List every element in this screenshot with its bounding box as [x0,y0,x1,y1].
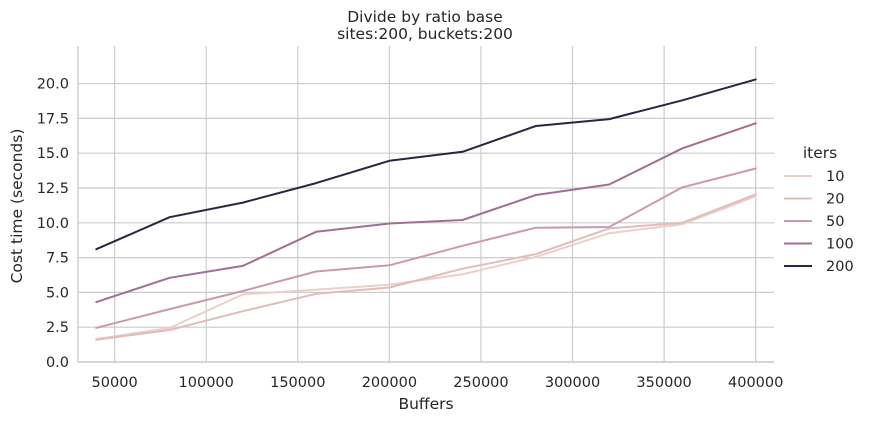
series-line-50 [95,167,757,329]
axis-spines [77,46,774,363]
x-tick-label: 350000 [636,375,691,391]
y-tick-label: 0.0 [46,355,69,371]
x-tick-label: 250000 [453,375,508,391]
x-tick-label: 200000 [362,375,417,391]
y-tick-label: 15.0 [37,146,69,162]
legend: iters 10 20 50 100 200 [784,144,854,275]
y-tick-label: 17.5 [37,111,69,127]
gridlines [78,46,774,363]
series-lines [95,78,757,341]
legend-label-200: 200 [826,259,854,275]
series-line-100 [95,122,757,304]
x-tick-label: 300000 [545,375,600,391]
y-tick-label: 10.0 [37,216,69,232]
y-tick-label: 7.5 [46,251,69,267]
series-line-200 [95,78,757,251]
x-tick-labels: 50000 100000 150000 200000 250000 300000 35000… [92,375,784,391]
legend-title: iters [803,144,837,162]
legend-items: 10 20 50 100 200 [784,169,854,275]
x-axis-label: Buffers [398,395,453,413]
series-line-20 [95,193,757,341]
y-tick-label: 2.5 [46,320,69,336]
legend-label-100: 100 [826,237,854,253]
legend-label-20: 20 [826,192,844,208]
y-tick-label: 12.5 [37,181,69,197]
y-tick-label: 5.0 [46,285,69,301]
x-tick-label: 150000 [270,375,325,391]
y-tick-label: 20.0 [37,77,69,93]
y-tick-labels: 0.0 2.5 5.0 7.5 10.0 12.5 15.0 17.5 20.0 [37,77,69,371]
chart-title: Divide by ratio base [347,8,503,26]
legend-label-50: 50 [826,214,844,230]
x-tick-label: 400000 [728,375,783,391]
series-line-10 [95,195,757,340]
x-tick-label: 50000 [92,375,138,391]
chart-subtitle: sites:200, buckets:200 [337,25,513,43]
x-tick-label: 100000 [179,375,234,391]
legend-label-10: 10 [826,169,844,185]
y-axis-label: Cost time (seconds) [8,129,26,284]
